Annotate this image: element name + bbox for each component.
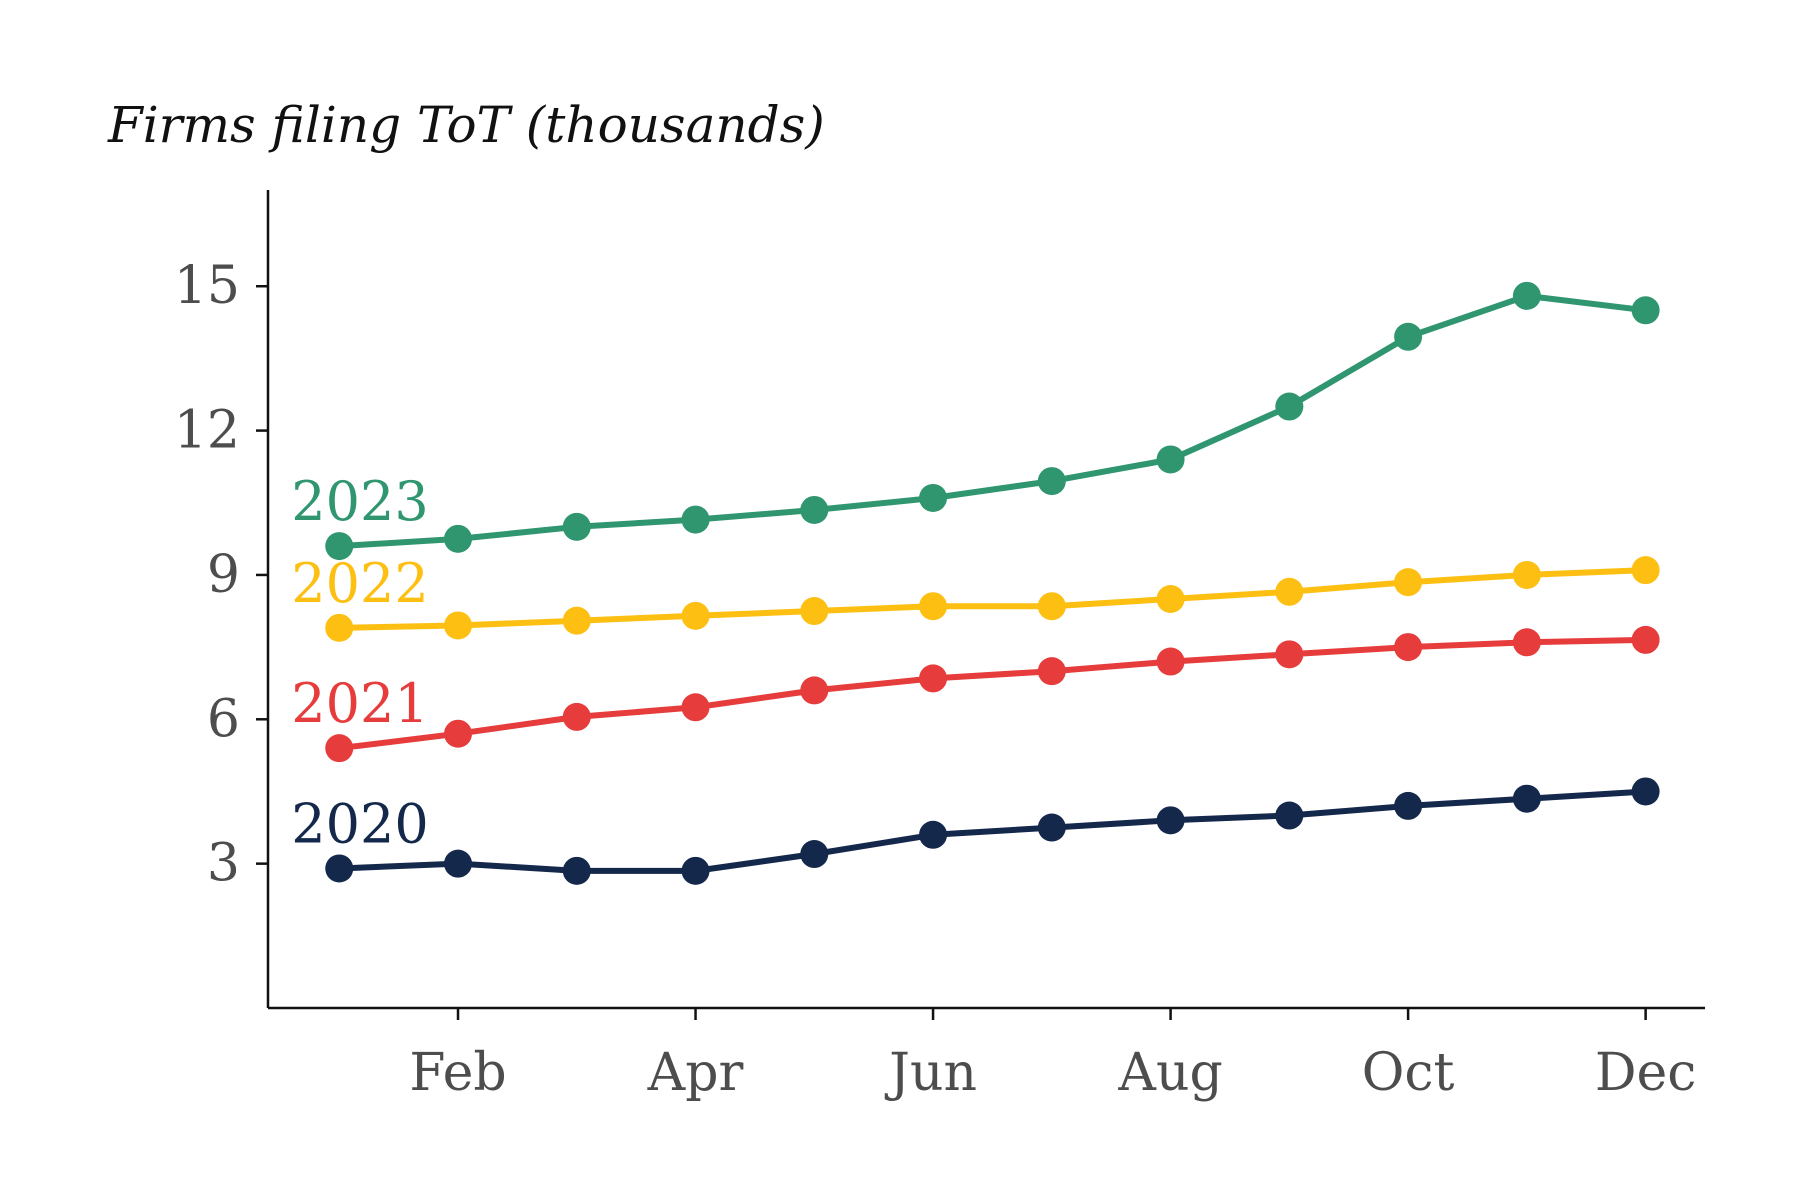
- y-tick-label: 12: [174, 401, 240, 461]
- x-tick-label: Apr: [647, 1043, 744, 1103]
- series-line-2022: [336, 567, 1649, 631]
- data-point: [1394, 791, 1423, 820]
- y-tick-label: 9: [207, 545, 240, 605]
- data-point: [1037, 467, 1066, 496]
- data-point: [1631, 777, 1660, 806]
- data-point: [1037, 657, 1066, 686]
- data-point: [1275, 392, 1304, 421]
- data-point: [800, 597, 829, 626]
- series-labels: 2020 2021 2022 2023: [291, 470, 428, 855]
- data-point: [800, 495, 829, 524]
- y-tick-label: 3: [207, 834, 240, 894]
- data-point: [800, 840, 829, 869]
- x-tick-label: Aug: [1117, 1043, 1222, 1103]
- series-line-2023: [336, 292, 1649, 550]
- data-point: [919, 483, 948, 512]
- x-tick-label: Feb: [409, 1043, 506, 1103]
- data-point: [1512, 281, 1541, 310]
- data-point: [562, 606, 591, 635]
- data-point: [1394, 322, 1423, 351]
- data-point: [444, 524, 473, 553]
- data-point: [325, 854, 354, 883]
- data-point: [1275, 801, 1304, 830]
- data-point: [562, 856, 591, 885]
- data-point: [681, 601, 710, 630]
- data-point: [1037, 592, 1066, 621]
- data-point: [1275, 640, 1304, 669]
- data-point: [1037, 813, 1066, 842]
- data-point: [919, 820, 948, 849]
- series-2021: [325, 625, 1660, 763]
- data-point: [1156, 585, 1185, 613]
- y-tick-label: 6: [207, 689, 240, 749]
- series-label-2021: 2021: [291, 672, 428, 735]
- series-label-2022: 2022: [291, 552, 428, 615]
- data-point: [681, 856, 710, 885]
- data-point: [1631, 556, 1660, 585]
- data-point: [1631, 296, 1660, 325]
- x-tick-label: Oct: [1362, 1043, 1455, 1103]
- data-point: [1512, 560, 1541, 589]
- data-point: [1512, 628, 1541, 657]
- data-point: [444, 719, 473, 748]
- data-point: [1275, 577, 1304, 606]
- data-point: [444, 611, 473, 640]
- series-2023: [325, 281, 1660, 561]
- series-line-2021: [336, 636, 1649, 752]
- data-point: [1156, 445, 1185, 474]
- data-point: [1512, 784, 1541, 813]
- axes: 3 6 9 12 15 Feb Apr Jun Aug Oct Dec: [174, 190, 1705, 1103]
- data-point: [325, 734, 354, 763]
- data-point: [1156, 647, 1185, 676]
- series-layer: [325, 281, 1660, 885]
- data-point: [919, 592, 948, 621]
- data-point: [1394, 633, 1423, 662]
- data-point: [325, 532, 354, 561]
- data-point: [800, 676, 829, 705]
- data-point: [1631, 625, 1660, 654]
- data-point: [1156, 806, 1185, 835]
- x-tick-label: Dec: [1595, 1043, 1697, 1103]
- data-point: [562, 702, 591, 731]
- data-point: [1394, 568, 1423, 597]
- data-point: [681, 505, 710, 534]
- data-point: [444, 849, 473, 878]
- data-point: [681, 693, 710, 722]
- data-point: [325, 613, 354, 642]
- y-tick-label: 15: [174, 256, 240, 316]
- series-label-2023: 2023: [291, 470, 428, 533]
- data-point: [562, 512, 591, 541]
- y-axis-title: Firms filing ToT (thousands): [107, 96, 825, 154]
- series-2022: [325, 556, 1660, 642]
- series-line-2020: [336, 788, 1649, 874]
- x-tick-label: Jun: [884, 1043, 977, 1103]
- data-point: [919, 664, 948, 693]
- series-label-2020: 2020: [291, 792, 428, 855]
- series-2020: [325, 777, 1660, 885]
